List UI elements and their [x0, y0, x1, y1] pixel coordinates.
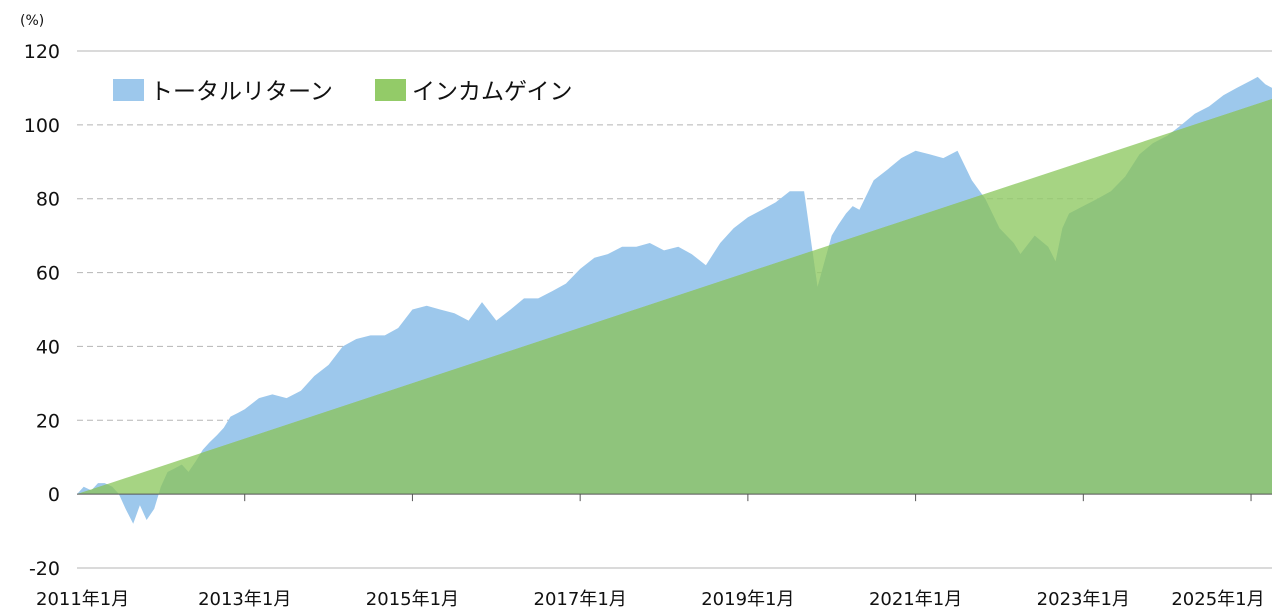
x-tick-label: 2013年1月 — [198, 589, 291, 610]
y-tick-label: 60 — [36, 263, 60, 285]
y-tick-label: 100 — [24, 115, 60, 137]
series-areas — [77, 76, 1272, 524]
x-axis-ticks: 2011年1月 2013年1月 2015年1月 2017年1月 2019年1月 2021年… — [36, 494, 1265, 610]
legend-label-income-gain: インカムゲイン — [412, 79, 573, 105]
y-tick-label: 80 — [36, 189, 60, 211]
y-tick-label: 20 — [36, 410, 60, 432]
y-tick-label: -20 — [29, 558, 60, 580]
y-unit-label: (%) — [20, 13, 44, 29]
x-tick-label: 2019年1月 — [701, 589, 794, 610]
y-tick-label: 40 — [36, 336, 60, 358]
x-tick-label: 2017年1月 — [534, 589, 627, 610]
legend-swatch-total-return — [113, 79, 144, 101]
series-area-overlap — [77, 99, 1272, 495]
x-tick-label: 2011年1月 — [36, 589, 129, 610]
x-tick-label: 2021年1月 — [869, 589, 962, 610]
x-tick-label: 2023年1月 — [1037, 589, 1130, 610]
y-tick-label: 0 — [48, 484, 60, 506]
y-tick-label: 120 — [24, 41, 60, 63]
legend-swatch-income-gain — [375, 79, 406, 101]
legend-label-total-return: トータルリターン — [150, 79, 333, 105]
x-tick-label: 2015年1月 — [366, 589, 459, 610]
x-tick-label: 2025年1月 — [1171, 589, 1264, 610]
legend: トータルリターン インカムゲイン — [113, 79, 573, 105]
y-axis-ticks: 120 100 80 60 40 20 0 -20 — [24, 41, 60, 580]
